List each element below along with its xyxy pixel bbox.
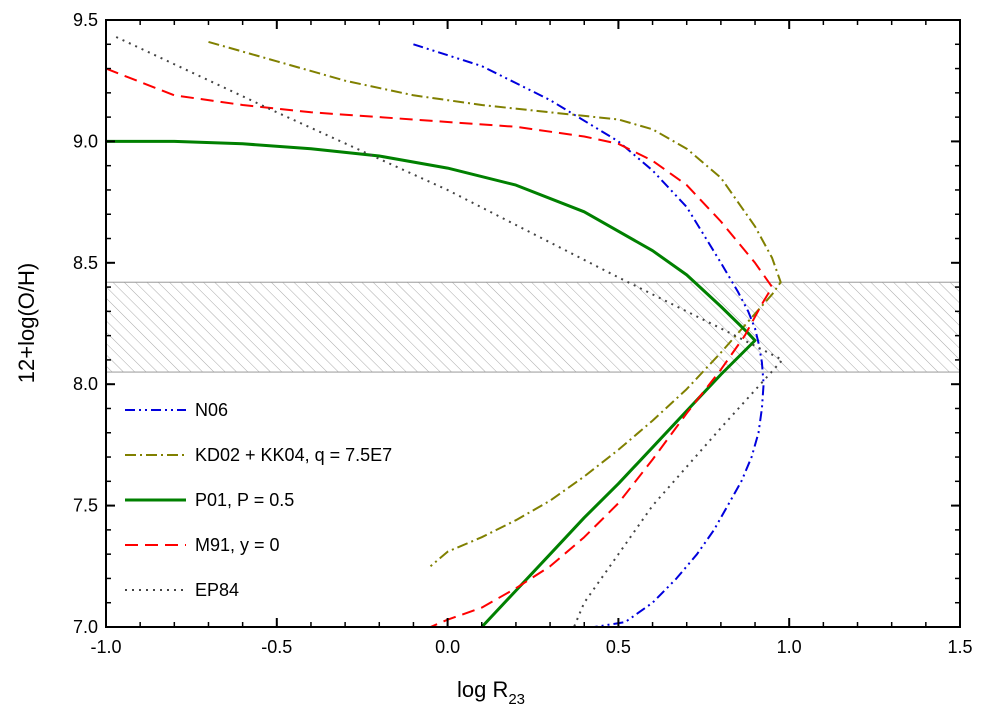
legend: N06 KD02 + KK04, q = 7.5E7 P01, P = 0.5 M91… (125, 400, 392, 600)
y-tick-label: 8.0 (73, 374, 98, 394)
legend-label-4: EP84 (195, 580, 239, 600)
series-line-2 (106, 139, 757, 627)
x-axis-title-subscript: 23 (508, 691, 525, 708)
legend-label-1: KD02 + KK04, q = 7.5E7 (195, 445, 392, 465)
legend-label-2: P01, P = 0.5 (195, 490, 294, 510)
legend-label-0: N06 (195, 400, 228, 420)
y-tick-label: 9.5 (73, 10, 98, 30)
series-line-4 (115, 36, 784, 627)
x-tick-label: -1.0 (90, 637, 121, 657)
band-layer (105, 281, 961, 373)
y-tick-label: 9.0 (73, 131, 98, 151)
series-line-0 (413, 43, 765, 627)
x-axis-title: log R23 (457, 677, 525, 708)
y-axis-title: 12+log(O/H) (14, 263, 39, 383)
x-tick-label: 1.5 (947, 637, 972, 657)
plot-frame (105, 19, 961, 628)
series-line-1 (208, 40, 782, 568)
x-tick-label: 0.0 (435, 637, 460, 657)
series-layer (106, 36, 784, 627)
x-tick-label: 1.0 (777, 637, 802, 657)
x-tick-label: 0.5 (606, 637, 631, 657)
y-tick-label: 7.0 (73, 617, 98, 637)
series-line-3 (106, 67, 774, 627)
y-tick-label: 8.5 (73, 253, 98, 273)
shaded-band (105, 281, 961, 373)
legend-label-3: M91, y = 0 (195, 535, 280, 555)
x-tick-label: -0.5 (261, 637, 292, 657)
y-tick-label: 7.5 (73, 496, 98, 516)
x-axis-title-main: log R (457, 677, 508, 702)
tick-layer: -1.0 -0.5 0.0 0.5 1.0 1.5 7.0 7.5 8.0 8.5 9.0 9.5 (73, 10, 973, 657)
